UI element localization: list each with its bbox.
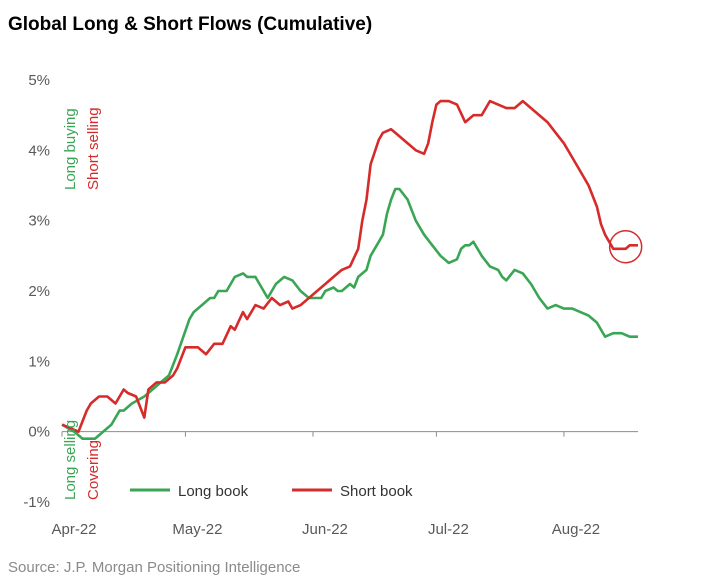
y-tick-label: 5%	[28, 72, 50, 89]
source-note: Source: J.P. Morgan Positioning Intellig…	[8, 559, 301, 576]
y-tick-label: 1%	[28, 353, 50, 370]
highlight-circle	[608, 229, 643, 264]
x-tick-label: Apr-22	[51, 521, 96, 538]
y-axis-ticks: 5% 4% 3% 2% 1% 0% -1%	[23, 72, 50, 511]
annotation-long-buying: Long buying	[62, 108, 79, 190]
annotation-long-selling: Long selling	[62, 420, 79, 500]
series-line-short-book	[61, 99, 638, 434]
y-tick-label: -1%	[23, 494, 50, 511]
y-tick-label: 3%	[28, 213, 50, 230]
x-tick-label: Jun-22	[302, 521, 348, 538]
x-tick-label: Jul-22	[428, 521, 469, 538]
series-layer	[61, 99, 638, 441]
annotation-short-selling: Short selling	[85, 107, 102, 190]
chart-title: Global Long & Short Flows (Cumulative)	[8, 14, 373, 35]
x-axis-ticks: Apr-22 May-22 Jun-22 Jul-22 Aug-22	[51, 431, 600, 538]
chart: 5% 4% 3% 2% 1% 0% -1% Apr-22 May-22 Jun-22 Jul-22…	[23, 72, 643, 538]
y-tick-label: 0%	[28, 424, 50, 441]
y-tick-label: 2%	[28, 283, 50, 300]
legend: Long book Short book	[130, 483, 413, 500]
legend-label-short-book: Short book	[340, 483, 413, 500]
x-tick-label: May-22	[172, 521, 222, 538]
series-line-long-book	[61, 187, 638, 441]
annotation-covering: Covering	[85, 440, 102, 500]
legend-label-long-book: Long book	[178, 483, 249, 500]
x-tick-label: Aug-22	[552, 521, 600, 538]
y-tick-label: 4%	[28, 142, 50, 159]
